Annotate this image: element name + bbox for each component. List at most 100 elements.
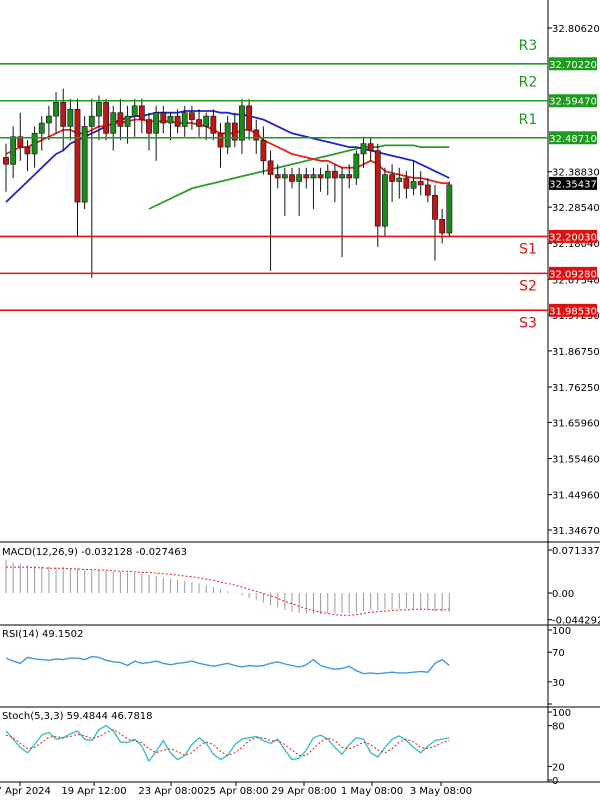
candle-body <box>303 174 310 179</box>
candle-body <box>339 174 345 179</box>
rsi-label: RSI(14) 49.1502 <box>2 629 83 640</box>
candle-body <box>53 102 59 117</box>
level-badge-s2 <box>549 266 597 280</box>
candle-body <box>446 184 453 234</box>
candle-body <box>3 157 9 165</box>
y-tick-label: 31.34670 <box>552 526 600 537</box>
stoch-pane: Stoch(5,3,3) 59.4844 46.7818 100 80 20 0 <box>2 707 571 787</box>
candle-body <box>110 112 117 134</box>
candle-body <box>17 136 24 148</box>
candle-body <box>239 105 245 141</box>
stoch-tick-label: 80 <box>552 722 565 733</box>
x-tick-label: 29 Apr 08:00 <box>271 786 336 797</box>
candle-body <box>196 119 202 127</box>
level-badge-r2 <box>549 94 597 108</box>
stoch-label: Stoch(5,3,3) 59.4844 46.7818 <box>2 711 153 722</box>
candle-body <box>374 150 381 227</box>
candle-body <box>10 136 17 165</box>
level-value-r2: 32.59470 <box>549 97 597 108</box>
candle-body <box>189 112 195 120</box>
candle-body <box>274 174 281 179</box>
level-label-s3: S3 <box>519 315 537 331</box>
stoch-d-line <box>5 729 450 757</box>
x-tick-label: 3 May 08:00 <box>410 786 472 797</box>
candle-body <box>389 174 395 182</box>
candle-body <box>403 177 410 189</box>
candle-body <box>296 174 303 182</box>
rsi-tick-label: 70 <box>552 648 565 659</box>
y-tick-label: 32.28540 <box>552 203 600 214</box>
level-value-s1: 32.20030 <box>549 232 597 243</box>
macd-pane: MACD(12,26,9) -0.032128 -0.027463 0.07133… <box>2 542 600 627</box>
candle-body <box>439 219 446 234</box>
candle-body <box>60 102 67 127</box>
x-tick-label: 1 May 08:00 <box>341 786 403 797</box>
price-pane: 32.80620 32.38830 32.28540 32.18040 32.07540… <box>0 0 600 783</box>
y-tick-label: 32.38830 <box>552 168 600 179</box>
candle-body <box>74 108 81 203</box>
y-tick-label: 31.86750 <box>552 347 600 358</box>
candle-body <box>81 126 88 203</box>
candle-body <box>146 119 152 134</box>
candle-body <box>167 115 174 124</box>
candle-body <box>24 146 31 155</box>
candle-body <box>38 122 45 134</box>
candle-body <box>417 181 424 186</box>
candle-body <box>224 122 231 148</box>
candle-body <box>203 115 210 127</box>
level-label-s1: S1 <box>519 241 537 257</box>
macd-signal-line <box>6 566 450 616</box>
macd-label: MACD(12,26,9) -0.032128 -0.027463 <box>2 547 187 558</box>
level-badge-r1 <box>549 131 597 145</box>
stoch-tick-label: 0 <box>552 776 558 787</box>
level-badge-s1 <box>549 229 597 243</box>
y-tick-label: 31.65960 <box>552 418 600 429</box>
candle-body <box>346 174 353 179</box>
level-badge-r3 <box>549 57 597 71</box>
level-value-r1: 32.48710 <box>549 134 597 145</box>
macd-tick-label: 0.00 <box>552 589 574 600</box>
level-label-r2: R2 <box>519 75 538 91</box>
candle-body <box>289 174 295 182</box>
candle-body <box>310 174 317 179</box>
candle-body <box>317 174 324 179</box>
candle-body <box>410 181 417 189</box>
y-tick-label: 31.76250 <box>552 383 600 394</box>
x-tick-label: 19 Apr 12:00 <box>61 786 126 797</box>
x-tick-label: 25 Apr 08:00 <box>203 786 268 797</box>
macd-tick-label: 0.071337 <box>552 546 600 557</box>
level-label-s2: S2 <box>519 278 537 294</box>
ema-green-line <box>148 144 450 210</box>
candle-body <box>360 143 367 155</box>
candle-body <box>217 133 224 148</box>
candle-body <box>432 194 438 220</box>
y-tick-label: 31.44960 <box>552 491 600 502</box>
candle-body <box>45 115 52 124</box>
x-tick-label: 17 Apr 2024 <box>0 786 51 797</box>
rsi-line <box>5 655 450 675</box>
candle-body <box>67 108 74 127</box>
candle-body <box>124 115 131 127</box>
candle-body <box>210 115 217 134</box>
candle-body <box>424 184 431 196</box>
candle-body <box>181 112 188 127</box>
candle-body <box>103 102 109 134</box>
candle-body <box>260 139 267 162</box>
candle-body <box>331 170 338 179</box>
level-label-r1: R1 <box>519 112 538 128</box>
x-tick-label: 23 Apr 08:00 <box>138 786 203 797</box>
candle-body <box>246 105 252 131</box>
candle-body <box>267 160 274 175</box>
current-price-value: 32.35437 <box>549 179 597 190</box>
level-value-r3: 32.70220 <box>549 60 597 71</box>
stoch-tick-label: 20 <box>552 762 565 773</box>
candle-body <box>396 177 403 182</box>
current-price-badge <box>549 176 597 190</box>
candle-body <box>281 174 288 179</box>
candle-body <box>88 115 95 127</box>
level-value-s3: 31.98530 <box>549 306 597 317</box>
level-badge-s3 <box>549 303 597 317</box>
